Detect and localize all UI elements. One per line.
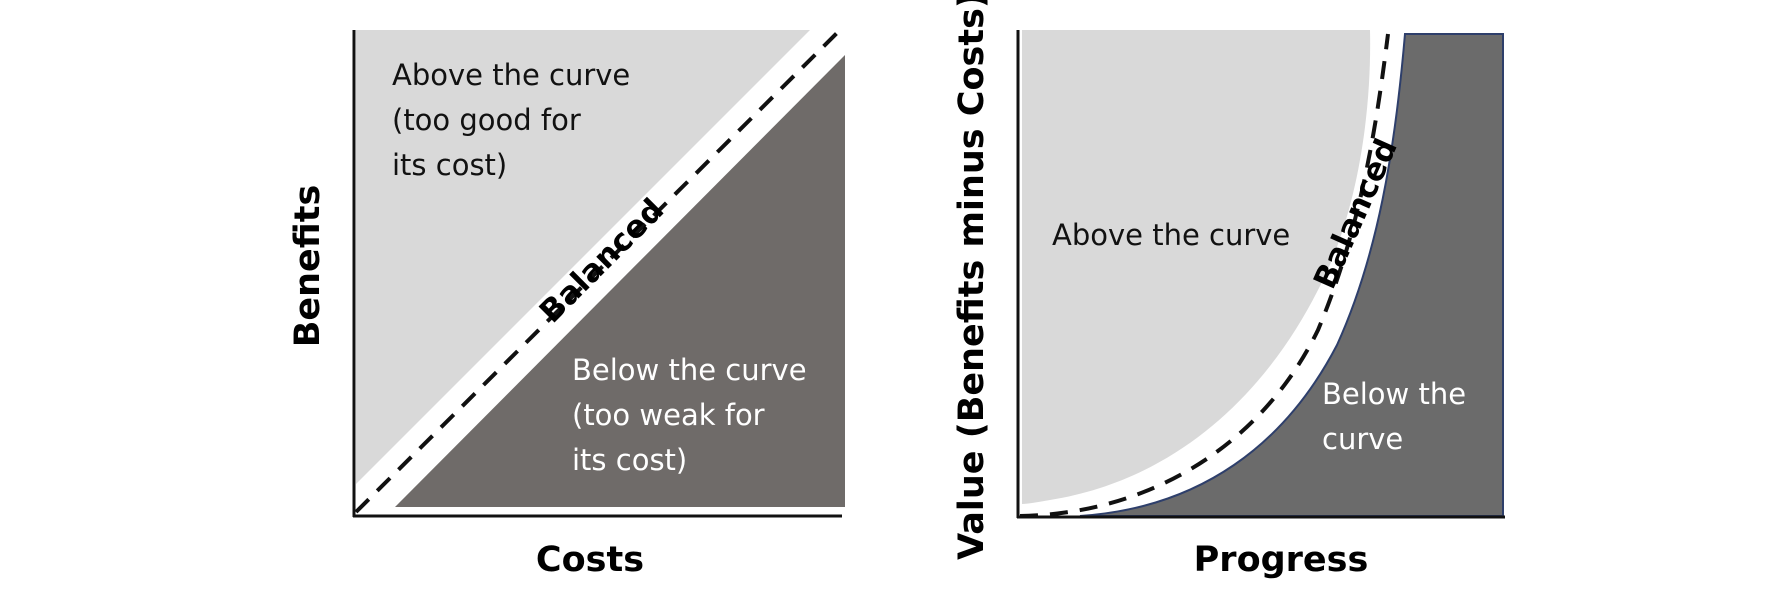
left-diagram: Above the curve (too good for its cost) … [288,26,845,580]
right-diagram: Above the curve Below the curve Balanced… [952,0,1505,580]
left-below-label: Below the curve (too weak for its cost) [572,353,816,477]
right-above-region [1022,30,1371,504]
right-y-axis-title: Value (Benefits minus Costs) [952,0,992,560]
left-balanced-dashed-line [354,26,844,514]
left-x-axis-title: Costs [536,540,644,580]
right-below-label: Below the curve [1322,377,1475,456]
right-below-region [1079,33,1504,517]
left-above-label: Above the curve (too good for its cost) [392,58,640,182]
right-below-line-2: curve [1322,422,1403,456]
left-above-line-1: Above the curve [392,58,630,92]
left-below-line-2: (too weak for [572,398,765,432]
left-above-line-2: (too good for [392,103,581,137]
right-below-line-1: Below the [1322,377,1466,411]
left-below-line-1: Below the curve [572,353,807,387]
right-above-label: Above the curve [1052,218,1290,252]
left-below-region [395,55,845,507]
right-balanced-dashed-curve [1019,33,1390,518]
left-above-region [356,30,810,484]
left-above-line-3: its cost) [392,148,507,182]
left-y-axis-title: Benefits [288,185,328,348]
left-below-line-3: its cost) [572,443,687,477]
right-x-axis-title: Progress [1194,540,1369,580]
right-above-line-1: Above the curve [1052,218,1290,252]
